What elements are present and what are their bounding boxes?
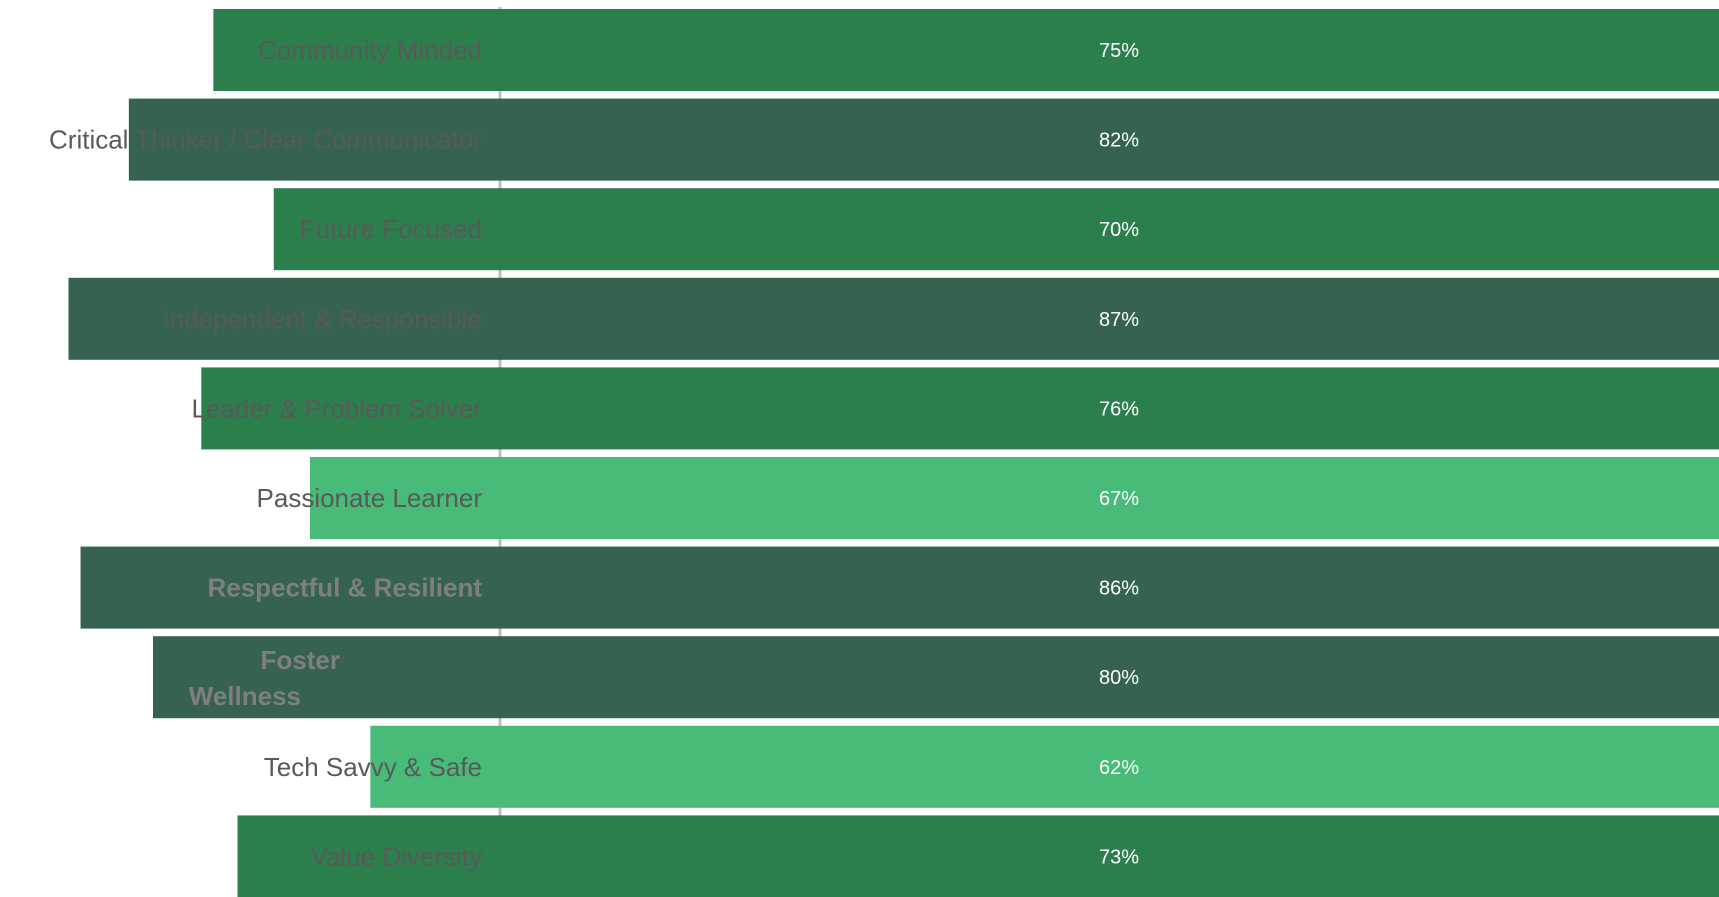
- category-label: Passionate Learner: [257, 483, 483, 513]
- data-label: 67%: [1099, 488, 1139, 510]
- data-label: 87%: [1099, 309, 1139, 331]
- category-label: Wellness: [189, 681, 301, 711]
- bar-foster-wellness: [153, 636, 1719, 719]
- category-label: Leader & Problem Solver: [192, 393, 483, 423]
- bar-critical-thinker-clear-communicator: [128, 98, 1719, 181]
- data-label: 70%: [1099, 219, 1139, 241]
- data-label: 75%: [1099, 40, 1139, 62]
- bar-tech-savvy-safe: [370, 725, 1719, 808]
- bar-independent-responsible: [68, 277, 1719, 360]
- category-label: Tech Savvy & Safe: [264, 752, 482, 782]
- bar-community-minded: [213, 9, 1719, 91]
- category-label: Value Diversity: [311, 841, 482, 871]
- category-label: Future Focused: [300, 214, 482, 244]
- data-label: 80%: [1099, 667, 1139, 689]
- bar-respectful-resilient: [80, 546, 1719, 629]
- data-label: 62%: [1099, 757, 1139, 779]
- category-label: Independent & Responsible: [163, 304, 482, 334]
- category-label: Critical Thinker / Clear Communicator: [49, 125, 482, 155]
- bar-leader-problem-solver: [201, 367, 1719, 450]
- category-labels: Community Minded Critical Thinker / Clear…: [49, 35, 482, 871]
- data-labels: 75% 82% 70% 87% 76% 67% 86% 80% 62% 73%: [1099, 40, 1139, 868]
- category-label: Community Minded: [258, 35, 482, 65]
- bar-future-focused: [273, 188, 1719, 271]
- data-label: 73%: [1099, 846, 1139, 868]
- data-label: 76%: [1099, 398, 1139, 420]
- data-label: 82%: [1099, 130, 1139, 152]
- data-label: 86%: [1099, 578, 1139, 600]
- category-label: Respectful & Resilient: [207, 573, 482, 603]
- category-label: Foster: [261, 645, 340, 675]
- bar-value-diversity: [237, 815, 1719, 897]
- bars: [68, 9, 1719, 897]
- bar-passionate-learner: [309, 457, 1719, 539]
